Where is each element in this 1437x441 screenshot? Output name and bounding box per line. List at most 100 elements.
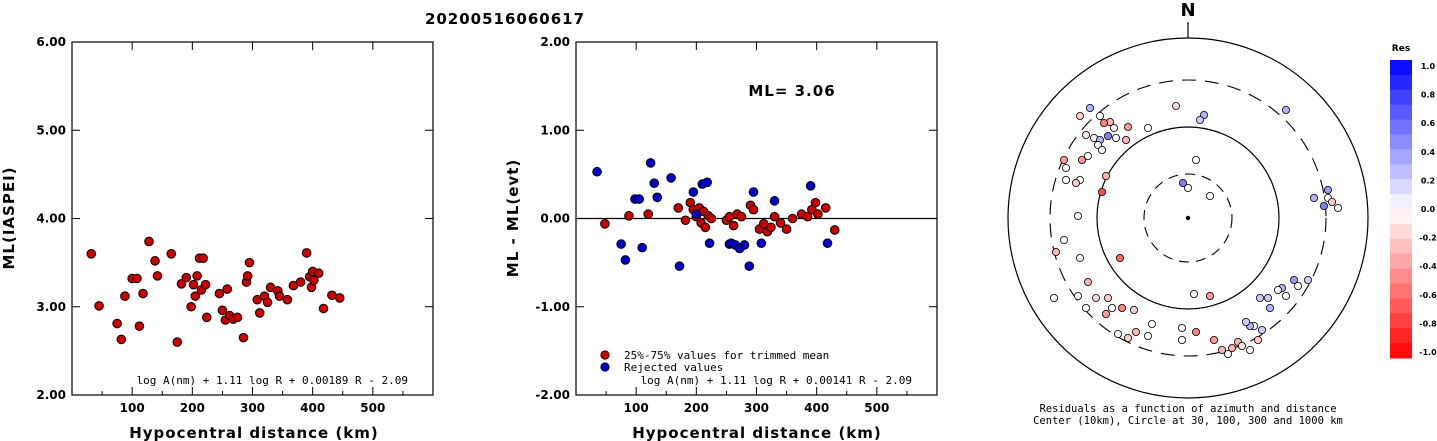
colorbar-tick-label: -0.6	[1419, 291, 1437, 300]
rejected-point	[616, 239, 626, 249]
ml-point	[112, 318, 122, 329]
colorbar-block	[1390, 194, 1412, 210]
ml-point	[201, 312, 212, 323]
north-label: N	[1180, 0, 1195, 21]
rejected-point	[652, 192, 663, 203]
station-residual-point	[1110, 124, 1119, 133]
station-residual-point	[1179, 178, 1188, 187]
accepted-point	[810, 197, 821, 208]
x-tick-label: 400	[300, 401, 325, 415]
colorbar-block	[1390, 134, 1412, 150]
accepted-point	[781, 224, 792, 234]
residual-y-ticks: -2.00 -1.00 0.00 1.00 2.00	[535, 35, 937, 402]
residual-colorbar: Res 1.0 0.8 0.6 0.4 0.2 0.0 -0.2 -0.4 -0.6 -0.8 -1…	[1390, 44, 1437, 359]
station-residual-point	[1144, 331, 1153, 340]
ml-value-annotation: ML= 3.06	[748, 82, 835, 100]
station-residual-point	[1148, 319, 1157, 328]
ml-point	[295, 277, 306, 287]
ml-point	[198, 253, 208, 264]
station-residual-point	[1104, 293, 1113, 302]
station-residual-point	[1084, 277, 1093, 286]
ml-y-ticks: 2.00 3.00 4.00 5.00 6.00	[36, 35, 433, 402]
accepted-point	[820, 203, 831, 213]
rejected-point	[688, 187, 699, 197]
rejected-point	[666, 173, 676, 183]
station-residual-point	[1060, 235, 1069, 244]
colorbar-block	[1390, 104, 1412, 121]
station-residual-point	[1320, 201, 1329, 210]
legend-rejected-marker	[600, 362, 610, 372]
station-residual-point	[1078, 155, 1087, 164]
station-residual-point	[1206, 191, 1215, 200]
ml-point	[327, 290, 337, 301]
azimuth-residual-panel: N Residuals as a function of azimuth and…	[1007, 0, 1369, 427]
rejected-point	[637, 242, 647, 253]
colorbar-block	[1390, 328, 1412, 344]
rejected-point	[805, 181, 816, 191]
station-residual-point	[1228, 343, 1237, 352]
colorbar-blocks	[1390, 60, 1412, 359]
dashed-circle-300km	[1049, 79, 1327, 357]
ml-point	[120, 291, 130, 301]
y-tick-label: -2.00	[535, 388, 570, 402]
ml-point	[282, 294, 293, 305]
rejected-point	[645, 158, 656, 168]
colorbar-block	[1390, 119, 1412, 135]
station-residual-point	[1334, 203, 1343, 212]
station-residual-point	[1096, 112, 1105, 121]
figure-title: 20200516060617	[425, 10, 585, 28]
legend-accepted-marker	[600, 350, 610, 360]
station-residual-point	[1282, 106, 1291, 115]
accepted-point	[680, 215, 691, 226]
rejected-point	[748, 187, 759, 197]
ml-point	[172, 337, 183, 347]
colorbar-tick-label: 0.6	[1421, 119, 1436, 128]
station-residual-point	[1112, 133, 1121, 142]
colorbar-block	[1390, 268, 1412, 284]
station-residual-point	[1098, 145, 1107, 154]
ml-point	[309, 275, 319, 286]
station-residual-point	[1192, 327, 1201, 336]
accepted-point	[775, 218, 786, 228]
station-residual-point	[1310, 193, 1319, 202]
accepted-point	[769, 211, 780, 222]
station-residual-point	[1086, 104, 1095, 113]
station-residual-point	[1082, 130, 1091, 139]
station-residual-point	[1100, 119, 1109, 128]
colorbar-tick-label: -1.0	[1419, 348, 1437, 357]
station-residual-point	[1210, 335, 1219, 344]
ml-point	[313, 268, 324, 279]
station-residual-point	[1324, 185, 1333, 194]
station-residual-point	[1104, 131, 1113, 140]
station-residual-point	[1172, 102, 1181, 111]
colorbar-block	[1390, 74, 1412, 91]
ml-y-axis-label: ML(IASPEI)	[0, 166, 18, 269]
x-tick-label: 100	[624, 401, 649, 415]
ml-point	[318, 303, 329, 314]
station-residual-point	[1062, 175, 1071, 184]
accepted-point	[700, 222, 711, 233]
colorbar-tick-label: 0.4	[1421, 148, 1436, 157]
colorbar-block	[1390, 298, 1412, 314]
ml-point	[132, 273, 142, 284]
y-tick-label: -1.00	[535, 300, 570, 314]
station-residual-point	[1254, 335, 1263, 344]
ml-point	[116, 334, 127, 345]
colorbar-block	[1390, 209, 1412, 225]
ml-x-axis-label: Hypocentral distance (km)	[129, 424, 379, 441]
y-tick-label: 5.00	[36, 123, 66, 137]
colorbar-block	[1390, 238, 1412, 255]
accepted-point	[600, 218, 610, 229]
polar-caption-line1: Residuals as a function of azimuth and d…	[1039, 403, 1336, 415]
accepted-point	[624, 211, 634, 221]
residual-vs-distance-panel: -2.00 -1.00 0.00 1.00 2.00 100 200 300 400 500 M…	[504, 35, 938, 441]
rejected-point	[649, 178, 660, 188]
colorbar-block	[1390, 60, 1412, 76]
ml-point	[262, 297, 273, 308]
ml-point	[190, 291, 201, 301]
ml-point	[152, 271, 163, 281]
ml-point	[86, 249, 97, 259]
legend-rejected-label: Rejected values	[624, 361, 723, 374]
accepted-point	[736, 211, 747, 222]
ml-point	[94, 301, 104, 311]
